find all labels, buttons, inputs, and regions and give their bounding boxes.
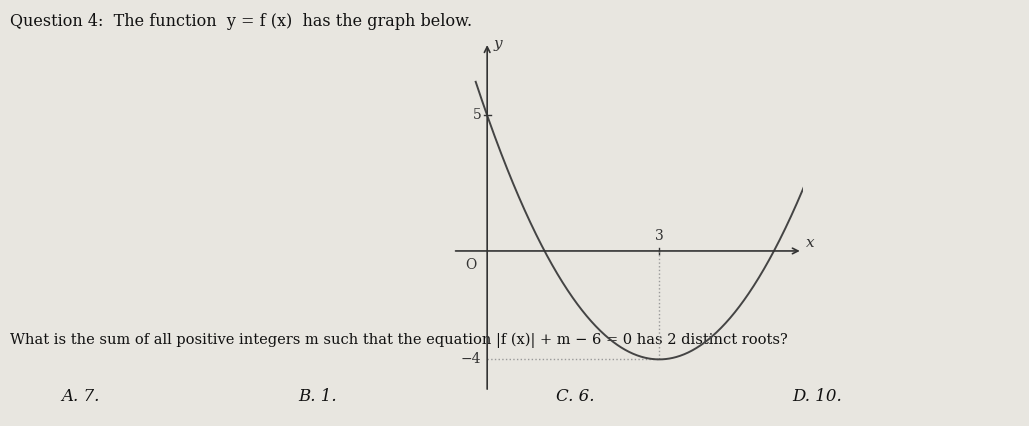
Text: −4: −4	[461, 352, 482, 366]
Text: x: x	[806, 236, 814, 250]
Text: Question 4:  The function  y = f (x)  has the graph below.: Question 4: The function y = f (x) has t…	[10, 13, 472, 30]
Text: 5: 5	[472, 108, 482, 122]
Text: C. 6.: C. 6.	[556, 388, 594, 405]
Text: O: O	[465, 258, 476, 272]
Text: B. 1.: B. 1.	[298, 388, 338, 405]
Text: D. 10.: D. 10.	[792, 388, 842, 405]
Text: A. 7.: A. 7.	[62, 388, 100, 405]
Text: y: y	[494, 37, 503, 51]
Text: What is the sum of all positive integers m such that the equation |f (x)| + m − : What is the sum of all positive integers…	[10, 332, 788, 348]
Text: 3: 3	[654, 229, 664, 243]
